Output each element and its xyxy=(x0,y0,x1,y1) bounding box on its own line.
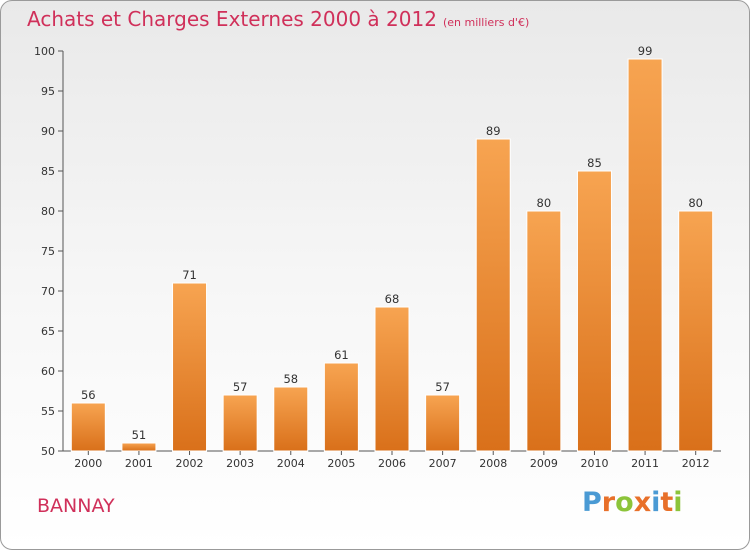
logo-letter: t xyxy=(660,487,674,518)
x-tick-label-2011: 2011 xyxy=(631,457,659,470)
value-label-2004: 58 xyxy=(283,372,298,386)
value-label-2007: 57 xyxy=(435,380,450,394)
x-tick-label-2003: 2003 xyxy=(226,457,254,470)
x-tick-label-2012: 2012 xyxy=(682,457,710,470)
x-tick-label-2010: 2010 xyxy=(580,457,608,470)
y-tick-label: 65 xyxy=(41,325,55,338)
y-tick-label: 75 xyxy=(41,245,55,258)
x-tick-label-2009: 2009 xyxy=(530,457,558,470)
bar-2012 xyxy=(678,210,714,452)
logo-letter: i xyxy=(673,487,683,518)
value-label-2012: 80 xyxy=(688,196,703,210)
x-tick-label-2006: 2006 xyxy=(378,457,406,470)
bar-2007 xyxy=(425,394,461,452)
value-label-2005: 61 xyxy=(334,348,349,362)
x-tick-label-2008: 2008 xyxy=(479,457,507,470)
bar-2002 xyxy=(172,282,208,452)
bar-2011 xyxy=(627,58,663,452)
city-name: BANNAY xyxy=(37,495,115,517)
x-tick-label-2001: 2001 xyxy=(125,457,153,470)
bar-2004 xyxy=(273,386,309,452)
value-label-2006: 68 xyxy=(385,292,400,306)
logo-letter: P xyxy=(582,487,602,518)
x-tick-label-2002: 2002 xyxy=(176,457,204,470)
bar-2010 xyxy=(576,170,612,452)
value-label-2010: 85 xyxy=(587,156,602,170)
logo-letter: x xyxy=(633,487,652,518)
bar-2003 xyxy=(222,394,258,452)
y-tick-label: 100 xyxy=(34,45,55,58)
value-label-2002: 71 xyxy=(182,268,197,282)
logo-letter: r xyxy=(601,487,616,518)
x-tick-label-2005: 2005 xyxy=(327,457,355,470)
y-tick-label: 95 xyxy=(41,85,55,98)
y-tick-label: 90 xyxy=(41,125,55,138)
value-label-2011: 99 xyxy=(638,44,653,58)
chart-subtitle: (en milliers d'€) xyxy=(442,16,530,29)
y-tick-label: 60 xyxy=(41,365,55,378)
x-tick-label-2004: 2004 xyxy=(277,457,305,470)
bar-2000 xyxy=(70,402,106,452)
logo-letter: o xyxy=(615,487,634,518)
y-tick-label: 80 xyxy=(41,205,55,218)
y-tick-label: 70 xyxy=(41,285,55,298)
proxiti-logo: Proxiti xyxy=(582,487,683,518)
chart-title: Achats et Charges Externes 2000 à 2012 (e… xyxy=(27,7,529,31)
bar-2009 xyxy=(526,210,562,452)
y-tick-label: 55 xyxy=(41,405,55,418)
value-label-2009: 80 xyxy=(537,196,552,210)
x-tick-label-2007: 2007 xyxy=(429,457,457,470)
chart-title-text: Achats et Charges Externes 2000 à 2012 xyxy=(27,7,437,31)
y-tick-label: 50 xyxy=(41,445,55,458)
bar-2008 xyxy=(475,138,511,452)
value-label-2000: 56 xyxy=(81,388,96,402)
value-label-2003: 57 xyxy=(233,380,248,394)
bar-2005 xyxy=(323,362,359,452)
bar-2001 xyxy=(121,442,157,452)
value-label-2001: 51 xyxy=(132,428,147,442)
x-tick-label-2000: 2000 xyxy=(74,457,102,470)
value-label-2008: 89 xyxy=(486,124,501,138)
bar-2006 xyxy=(374,306,410,452)
y-tick-label: 85 xyxy=(41,165,55,178)
logo-letter: i xyxy=(651,487,661,518)
